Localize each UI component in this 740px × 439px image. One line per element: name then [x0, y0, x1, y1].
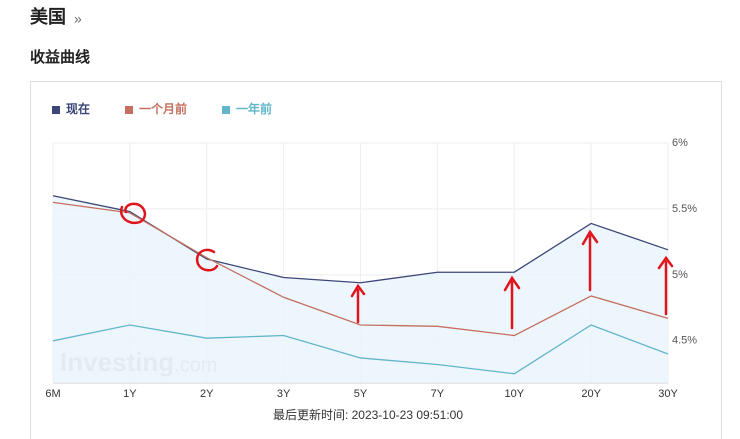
- x-tick-label: 2Y: [200, 388, 214, 400]
- annotation-arrow: [581, 229, 599, 292]
- legend-swatch[interactable]: [222, 106, 230, 114]
- annotations: [119, 202, 674, 330]
- y-tick-label: 5%: [672, 269, 688, 281]
- legend-swatch[interactable]: [52, 106, 60, 114]
- series-line: [52, 324, 669, 375]
- legend-swatch[interactable]: [125, 106, 133, 114]
- x-tick-label: 5Y: [354, 388, 368, 400]
- annotation-circle: [119, 202, 147, 225]
- y-tick-label: 5.5%: [672, 203, 697, 215]
- x-tick-label: 7Y: [431, 388, 445, 400]
- section-title: 收益曲线: [30, 48, 90, 66]
- x-tick-label: 20Y: [581, 388, 601, 400]
- x-tick-label: 10Y: [504, 388, 524, 400]
- annotation-circle: [195, 248, 219, 272]
- y-tick-label: 6%: [672, 137, 688, 149]
- annotation-arrow: [503, 275, 521, 330]
- annotation-arrow: [350, 283, 366, 324]
- x-tick-label: 6M: [45, 388, 60, 400]
- annotation-arrow: [657, 255, 674, 316]
- footer: 最后更新时间: 2023-10-23 09:51:00: [273, 407, 463, 422]
- x-tick-label: 30Y: [658, 388, 678, 400]
- page-title: 美国: [30, 6, 66, 27]
- legend-label[interactable]: 现在: [66, 101, 90, 116]
- page-title-link[interactable]: »: [74, 11, 82, 27]
- legend-label[interactable]: 一年前: [236, 101, 272, 116]
- x-tick-label: 3Y: [277, 388, 291, 400]
- series-line: [52, 201, 669, 337]
- x-tick-label: 1Y: [123, 388, 137, 400]
- y-tick-label: 4.5%: [672, 335, 697, 347]
- legend-label[interactable]: 一个月前: [139, 101, 187, 116]
